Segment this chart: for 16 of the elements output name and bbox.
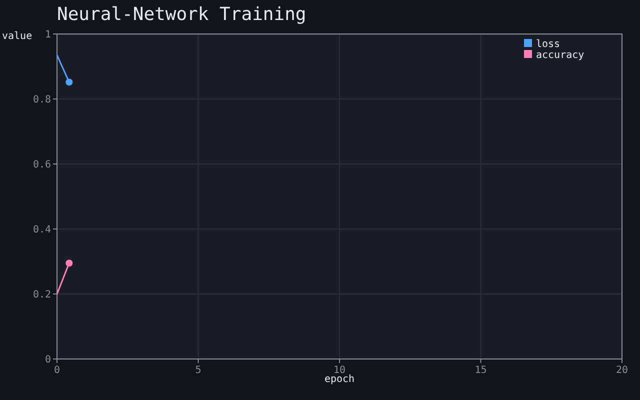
y-tick-label: 0.2	[32, 290, 51, 300]
y-tick-label: 0.8	[32, 94, 51, 106]
x-tick-label: 15	[474, 365, 487, 376]
y-tick-label: 1	[44, 30, 51, 40]
x-tick-label: 0	[54, 365, 60, 376]
y-tick-label: 0.4	[32, 224, 51, 236]
legend-label: loss	[536, 39, 560, 50]
x-tick-label: 10	[333, 365, 346, 376]
x-tick-label: 5	[195, 365, 202, 376]
y-tick-label: 0	[44, 354, 51, 366]
chart-title: Neural-Network Training	[57, 4, 306, 25]
x-axis-title: epoch	[324, 374, 355, 385]
y-tick-label: 0.6	[32, 160, 51, 170]
x-tick-label: 20	[616, 365, 628, 376]
y-axis-title: value	[2, 31, 32, 42]
legend-label: accuracy	[536, 50, 584, 61]
